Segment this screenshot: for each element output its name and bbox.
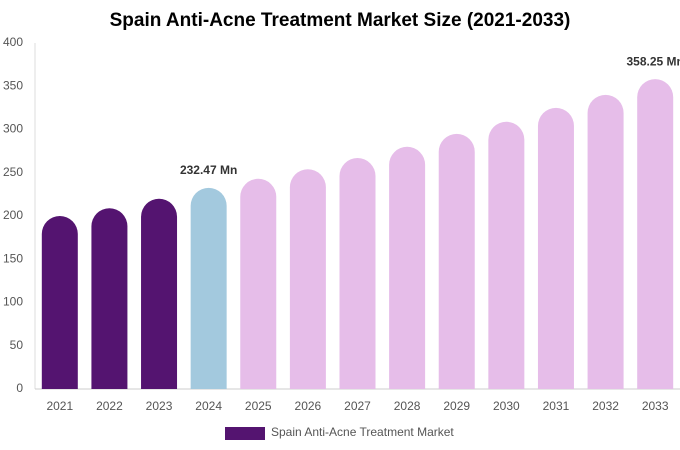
legend-label: Spain Anti-Acne Treatment Market <box>271 425 454 439</box>
bar <box>587 94 624 389</box>
value-label: 358.25 Mn <box>627 54 680 68</box>
x-tick-label: 2023 <box>146 399 173 413</box>
y-tick-label: 150 <box>3 251 23 265</box>
bar <box>91 208 128 389</box>
y-tick-label: 400 <box>3 35 23 49</box>
y-tick-label: 350 <box>3 78 23 92</box>
x-tick-label: 2027 <box>344 399 371 413</box>
x-tick-label: 2026 <box>295 399 322 413</box>
legend-swatch <box>225 427 265 440</box>
bar <box>141 198 178 389</box>
bar <box>438 133 475 389</box>
x-tick-label: 2022 <box>96 399 123 413</box>
x-tick-label: 2032 <box>592 399 619 413</box>
x-tick-label: 2031 <box>543 399 570 413</box>
bar <box>339 158 376 389</box>
bar <box>190 187 227 389</box>
bar <box>488 121 525 389</box>
x-tick-label: 2021 <box>46 399 73 413</box>
x-tick-label: 2030 <box>493 399 520 413</box>
y-tick-label: 0 <box>16 381 23 395</box>
x-tick-label: 2024 <box>195 399 222 413</box>
y-tick-label: 50 <box>10 338 24 352</box>
x-tick-label: 2028 <box>394 399 421 413</box>
x-tick-label: 2025 <box>245 399 272 413</box>
y-tick-label: 100 <box>3 295 23 309</box>
bar <box>637 79 674 389</box>
y-tick-label: 250 <box>3 165 23 179</box>
chart-title: Spain Anti-Acne Treatment Market Size (2… <box>110 10 571 31</box>
bar <box>289 169 326 389</box>
value-label: 232.47 Mn <box>180 163 237 177</box>
bar <box>41 216 78 389</box>
bar <box>537 107 574 390</box>
x-tick-label: 2033 <box>642 399 669 413</box>
bar <box>240 178 277 389</box>
bar <box>389 146 426 389</box>
y-tick-label: 300 <box>3 122 23 136</box>
x-tick-label: 2029 <box>443 399 470 413</box>
y-tick-label: 200 <box>3 208 23 222</box>
